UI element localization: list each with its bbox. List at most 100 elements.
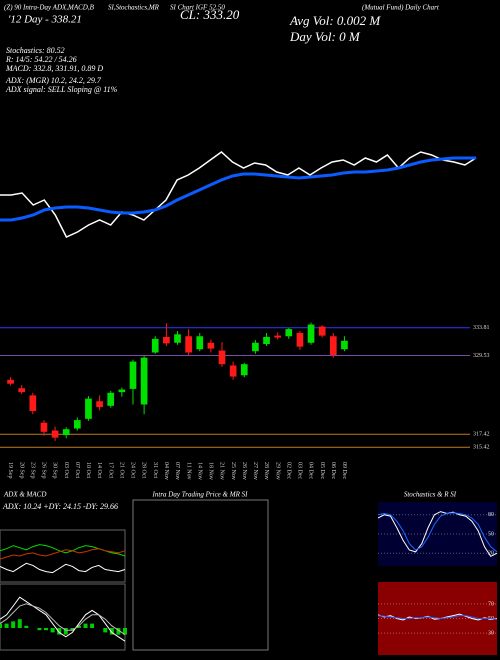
x-tick-label: 17 Oct [107,462,113,478]
x-tick-label: 30 Sep [52,462,58,479]
candle-body [62,429,70,436]
stat: ADX signal: SELL Sloping @ 11% [5,85,118,94]
series-line [377,615,498,620]
x-tick-label: 18 Nov [208,462,214,480]
close: CL: 333.20 [180,7,240,22]
candle-body [263,336,270,345]
y-tick-label: 20 [488,551,494,557]
panel-title: ADX & MACD [3,491,46,499]
candle-body [129,361,137,389]
candle-body [140,357,148,405]
histogram-bar [123,628,127,635]
histogram-bar [11,621,16,628]
x-tick-label: 29 Nov [274,462,280,480]
candle-body [7,379,14,384]
histogram-bar [76,625,81,628]
x-tick-label: 20 Sep [18,462,24,479]
candle-body [18,388,26,393]
x-tick-label: 03 Oct [63,462,69,478]
histogram-bar [83,623,88,628]
series-line [0,562,126,574]
stat: ADX: (MGR) 10.2, 24.2, 29.7 [5,76,102,85]
x-tick-label: 10 Oct [85,462,91,478]
x-tick-label: 19 Sep [7,462,13,479]
x-tick-label: 04 Nov [163,462,169,480]
avg-vol: Avg Vol: 0.002 M [289,13,381,28]
stat: Stochastics: 80.52 [6,46,65,55]
candle-body [274,335,281,338]
histogram-bar [109,628,114,635]
period: '12 Day - 338.21 [8,14,82,26]
histogram-bar [0,623,2,628]
x-tick-label: 21 Oct [118,462,124,478]
x-tick-label: 23 Sep [29,462,35,479]
histogram-bar [37,628,42,631]
panel-title: Intra Day Trading Price & MR SI [152,491,249,499]
candle-body [229,365,237,377]
histogram-bar [24,625,29,628]
candle-body [240,364,248,376]
candle-body [329,336,337,356]
series-line [0,596,126,642]
histogram-bar [57,628,62,635]
x-tick-label: 24 Oct [130,462,136,478]
histogram-bar [50,628,55,633]
series-line [0,548,126,560]
x-tick-label: 14 Oct [96,462,102,478]
candle-body [285,329,293,337]
x-tick-label: 06 Dec [330,462,336,479]
candle-body [51,430,59,438]
series-line [377,511,498,558]
candle-body [207,342,215,349]
candle-body [252,342,259,352]
histogram-bar [103,628,108,633]
candle-body [318,326,326,336]
x-tick-label: 02 Dec [285,462,291,479]
candle-body [107,392,115,406]
histogram-bar [63,628,68,635]
candle-body [174,334,181,343]
header-text: SI,Stochastics,MR [108,4,160,12]
y-tick-label: 315.42 [473,445,490,451]
x-tick-label: 27 Nov [252,462,258,480]
x-tick-label: 11 Nov [185,462,191,480]
x-tick-label: 25 Nov [230,462,236,480]
x-tick-label: 26 Nov [241,462,247,480]
candle-body [151,338,159,353]
x-tick-label: 28 Nov [263,462,269,480]
x-tick-label: 31 Oct [152,462,158,478]
y-tick-label: 50 [488,531,494,537]
series-line [0,156,476,222]
header-text: (Z) 90 Intra-Day ADX,MACD,B [4,4,95,12]
x-tick-label: 26 Sep [41,462,47,479]
candle-body [74,420,81,429]
x-tick-label: 21 Nov [219,462,225,480]
candle-body [307,324,315,343]
y-tick-label: 333.81 [473,325,490,331]
stat: R: 14/5: 54.22 / 54.26 [5,55,77,64]
candle-body [96,401,103,408]
histogram-bar [70,628,75,631]
histogram-bar [4,623,9,628]
x-tick-label: 04 Dec [308,462,314,479]
candle-body [296,333,304,347]
candle-body [85,398,92,419]
x-tick-label: 09 Dec [341,462,347,479]
y-tick-label: 317.42 [473,432,490,438]
stat: MACD: 332.8, 331.91, 0.89 D [5,64,103,73]
y-tick-label: 70 [488,601,494,607]
series-line [0,151,477,238]
series-line [377,512,498,553]
candle-body [40,422,48,432]
x-tick-label: 07 Nov [174,462,180,480]
header-text: (Mutual Fund) Daily Chart [362,4,440,12]
candle-body [218,350,226,365]
candle-body [185,336,192,353]
histogram-bar [116,628,121,635]
x-tick-label: 05 Dec [319,462,325,479]
x-tick-label: 07 Oct [74,462,80,478]
panel-label: ADX: 10.24 +DY: 24.15 -DY: 29.66 [2,502,118,511]
header-text: SI Chart IGF 52.50 [170,4,225,12]
histogram-bar [90,623,95,628]
